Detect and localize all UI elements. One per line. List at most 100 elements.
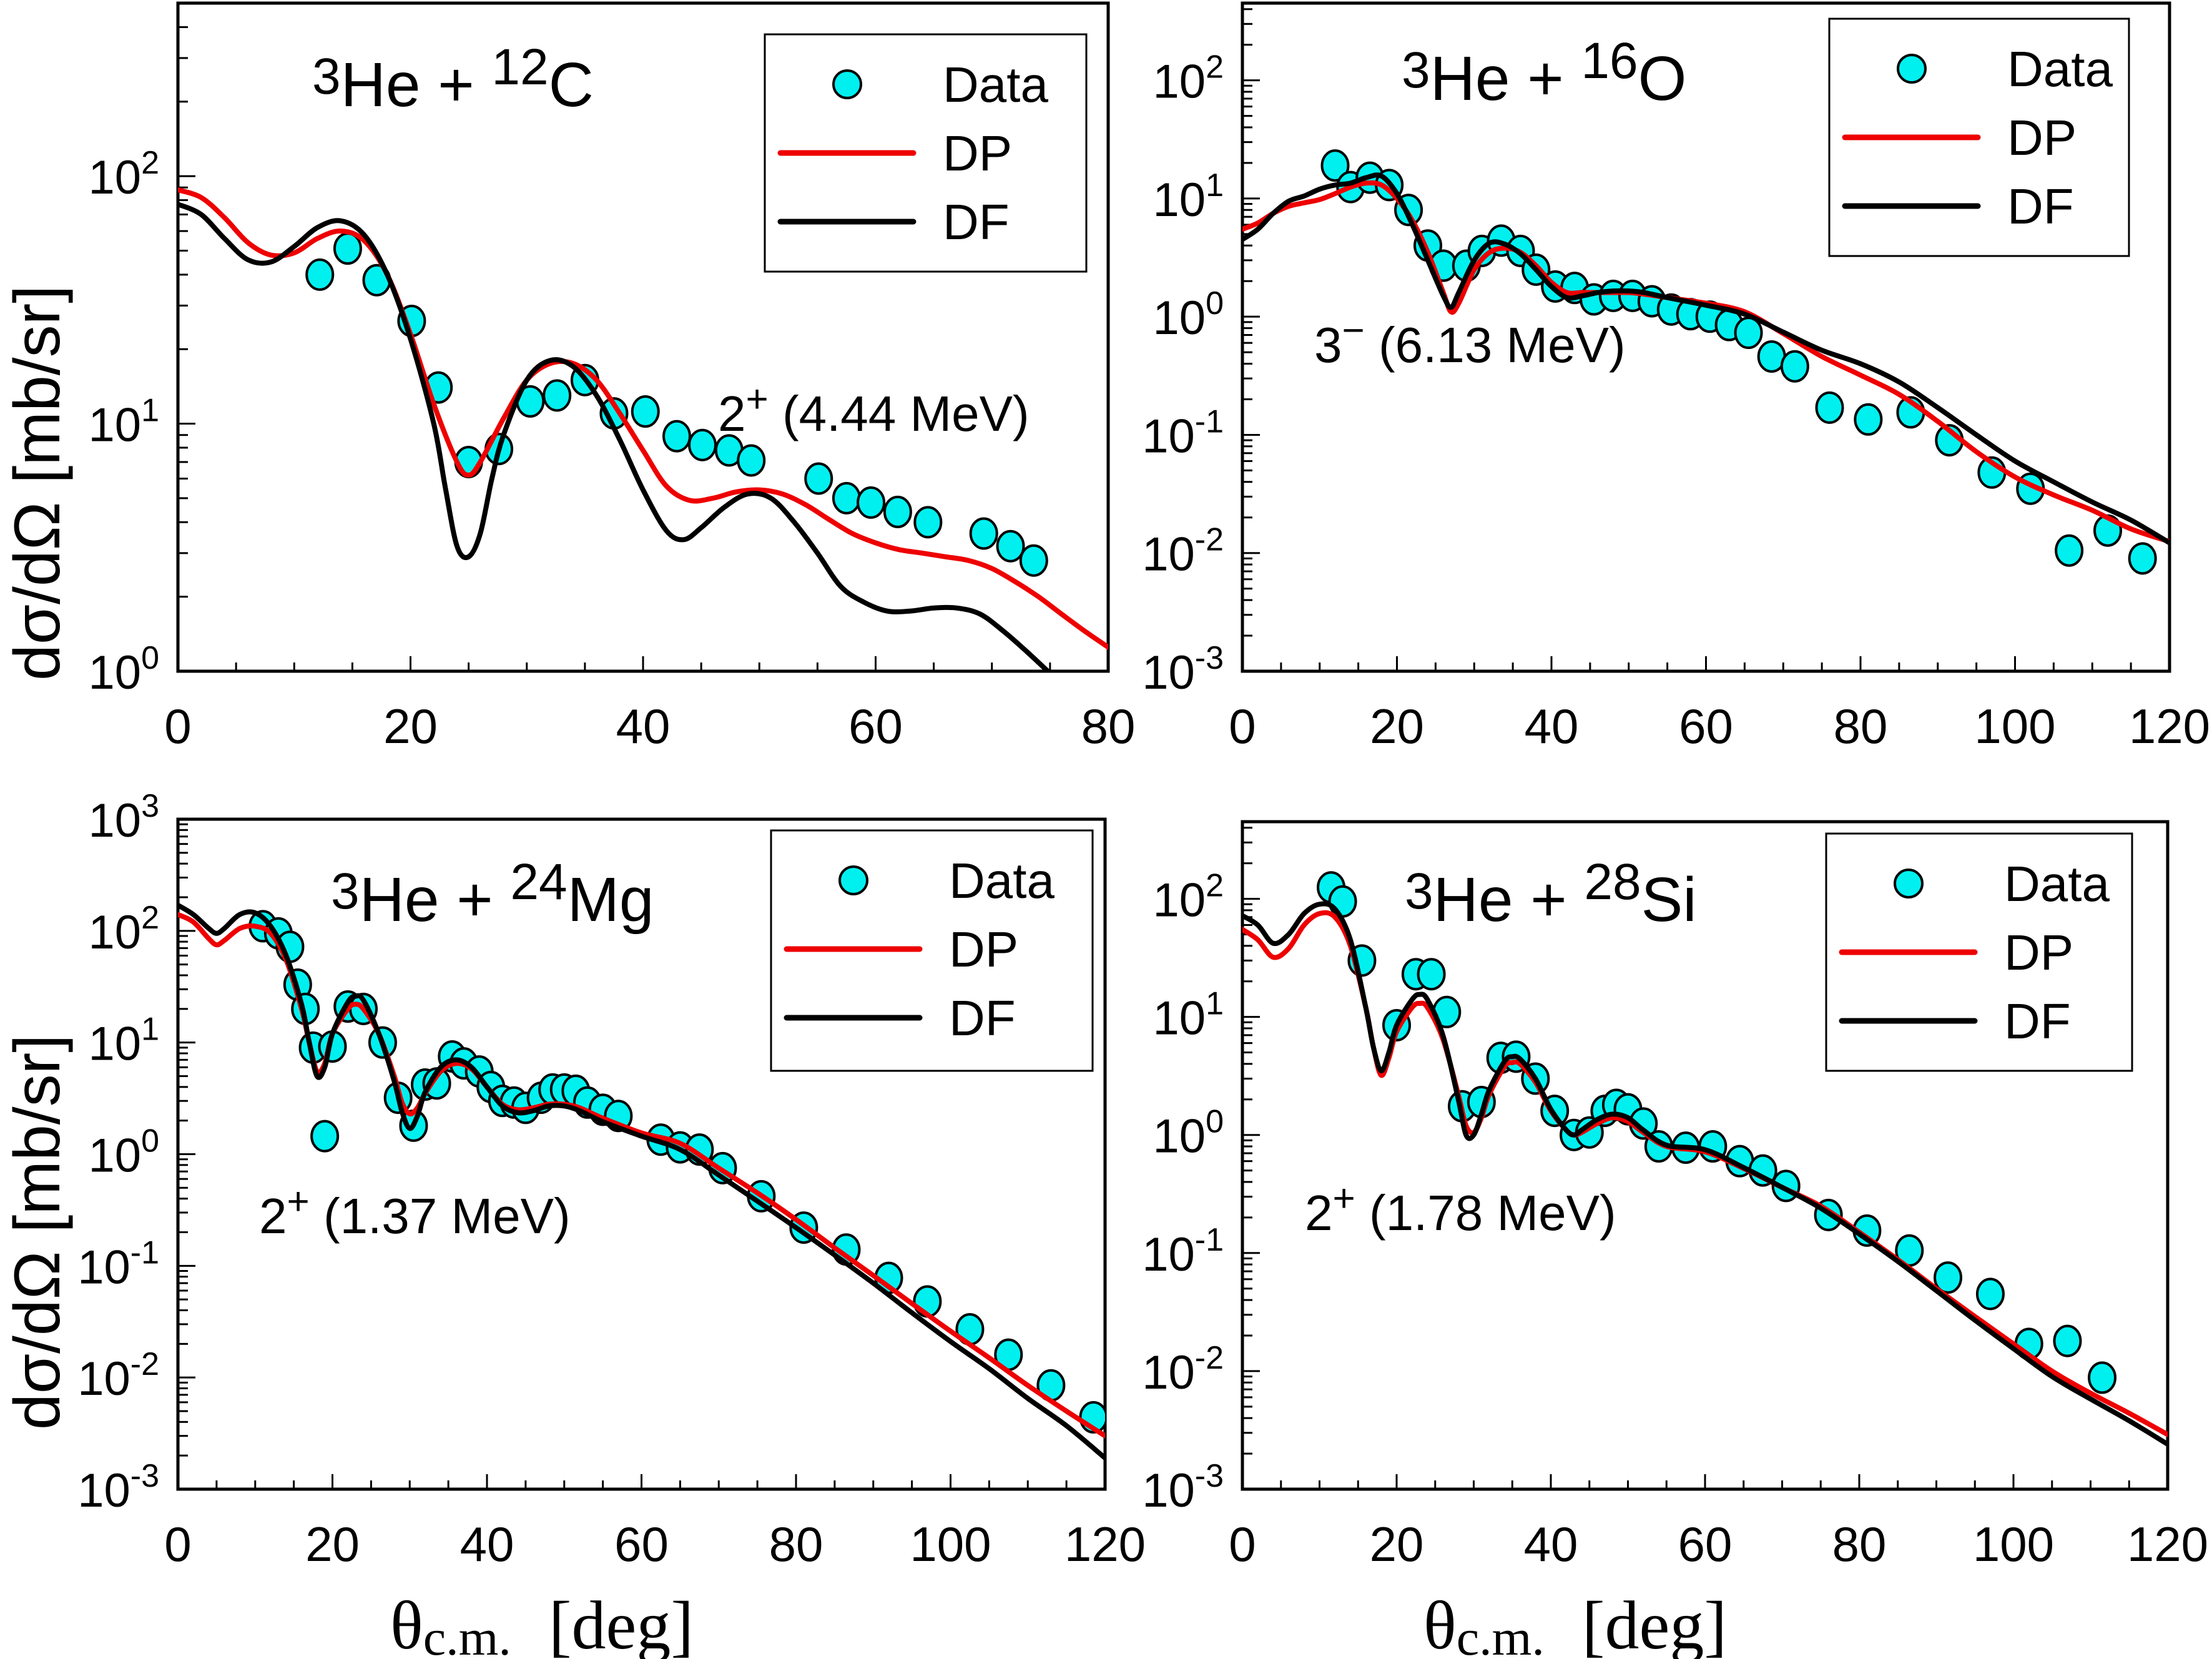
x-tick-label: 120 xyxy=(1064,1517,1146,1572)
data-point xyxy=(2128,542,2157,575)
panel-title: 3He + 12C xyxy=(312,39,594,120)
x-tick-label: 40 xyxy=(1524,1517,1578,1572)
state-annotation: 2+ (4.44 MeV) xyxy=(718,378,1030,441)
legend: Data DP DF xyxy=(770,829,1094,1072)
x-tick-label: 100 xyxy=(910,1517,991,1572)
x-axis-label-right: θc.m. [deg] xyxy=(1423,1587,1727,1659)
y-tick-label: 102 xyxy=(89,145,159,204)
curve-df xyxy=(178,902,1105,1461)
x-tick-label: 80 xyxy=(1832,1517,1887,1572)
y-tick-label: 101 xyxy=(89,393,159,452)
state-annotation: 3− (6.13 MeV) xyxy=(1314,309,1626,373)
x-tick-label: 100 xyxy=(1974,699,2055,754)
y-tick-label: 10-1 xyxy=(1142,403,1224,463)
state-annotation: 2+ (1.37 MeV) xyxy=(259,1180,571,1244)
legend: Data DP DF xyxy=(1825,832,2133,1072)
x-tick-label: 80 xyxy=(1081,699,1136,754)
data-point xyxy=(631,395,660,428)
data-point xyxy=(883,495,912,528)
panels: 0 20 40 60 80 100 101 102 3He + 12C 2+ (4.44 MeV)… xyxy=(77,1,2210,1572)
data-point xyxy=(1854,403,1883,436)
data-point xyxy=(1780,350,1809,383)
data-point xyxy=(1815,391,1844,424)
x-tick-label: 0 xyxy=(1229,699,1256,754)
y-tick-label: 101 xyxy=(1153,167,1224,227)
x-axis-label-left: θc.m. [deg] xyxy=(390,1587,694,1659)
y-tick-label: 100 xyxy=(89,1123,159,1183)
panel-bottom-left: 0 20 40 60 80 100 120 10-3 10-2 10-1 100 101 102 103 3… xyxy=(77,788,1146,1572)
x-tick-label: 40 xyxy=(1525,699,1579,754)
y-tick-label: 101 xyxy=(1153,986,1224,1045)
legend-marker-data xyxy=(1897,54,1927,84)
x-tick-label: 100 xyxy=(1973,1517,2054,1572)
curve-dp xyxy=(178,187,1108,650)
curve-dp xyxy=(1242,180,2170,544)
y-tick-label: 102 xyxy=(1153,868,1224,927)
legend-label: Data xyxy=(943,57,1048,112)
curves xyxy=(178,902,1105,1461)
state-annotation: 2+ (1.78 MeV) xyxy=(1305,1177,1616,1241)
curve-df xyxy=(1242,172,2170,546)
data-point xyxy=(2055,534,2084,567)
y-tick-label: 10-2 xyxy=(1142,522,1224,581)
x-tick-label: 20 xyxy=(1370,699,1424,754)
legend-label: DF xyxy=(949,990,1016,1046)
x-tick-label: 80 xyxy=(1834,699,1888,754)
panel-title: 3He + 16O xyxy=(1402,32,1686,114)
data-point xyxy=(913,506,943,539)
legend-label: Data xyxy=(2004,856,2110,912)
x-tick-label: 60 xyxy=(1678,1517,1733,1572)
legend-label: Data xyxy=(949,853,1054,908)
y-tick-label: 10-1 xyxy=(1142,1222,1224,1281)
x-tick-label: 20 xyxy=(1370,1517,1424,1572)
data-point xyxy=(1417,958,1446,991)
legend-marker-data xyxy=(838,865,868,895)
y-tick-label: 10-2 xyxy=(1142,1340,1224,1399)
data-point xyxy=(2053,1324,2082,1357)
x-tick-label: 60 xyxy=(848,699,903,754)
x-tick-label: 20 xyxy=(383,699,438,754)
y-tick-label: 10-2 xyxy=(77,1346,159,1405)
x-tick-label: 60 xyxy=(1679,699,1733,754)
legend: Data DP DF xyxy=(764,33,1088,273)
y-tick-label: 10-3 xyxy=(1142,1458,1224,1517)
curve-df xyxy=(178,202,1052,671)
x-tick-label: 0 xyxy=(164,699,191,754)
legend-marker-data xyxy=(1894,869,1924,898)
x-tick-label: 80 xyxy=(769,1517,823,1572)
y-tick-label: 101 xyxy=(89,1012,159,1071)
data-point xyxy=(832,481,861,514)
data-point xyxy=(305,258,335,291)
data-point xyxy=(1320,149,1350,182)
x-tick-label: 0 xyxy=(164,1517,191,1572)
curves xyxy=(1242,149,2170,575)
legend-label: DF xyxy=(2004,993,2071,1049)
x-tick-label: 20 xyxy=(305,1517,360,1572)
y-tick-label: 102 xyxy=(89,900,159,959)
curves xyxy=(1242,871,2168,1447)
data-point xyxy=(1328,885,1357,918)
data-point xyxy=(543,379,572,412)
x-tick-label: 40 xyxy=(616,699,671,754)
y-tick-label: 100 xyxy=(1153,1104,1224,1163)
legend-label: Data xyxy=(2007,41,2113,97)
y-tick-label: 100 xyxy=(1153,285,1224,345)
x-tick-label: 120 xyxy=(2127,1517,2208,1572)
legend-label: DF xyxy=(943,194,1010,250)
y-tick-label: 10-1 xyxy=(77,1234,159,1294)
data-point xyxy=(2088,1361,2117,1394)
x-tick-label: 120 xyxy=(2129,699,2210,754)
curve-df xyxy=(1242,901,2168,1447)
curves xyxy=(178,187,1108,671)
y-tick-label: 102 xyxy=(1153,49,1224,109)
legend-label: DF xyxy=(2007,179,2074,234)
data-point xyxy=(857,486,886,519)
panel-top-left: 0 20 40 60 80 100 101 102 3He + 12C 2+ (4.44 MeV)… xyxy=(89,1,1136,754)
data-point xyxy=(1975,1277,2005,1311)
data-point xyxy=(1019,544,1048,577)
panel-bottom-right: 0 20 40 60 80 100 120 10-3 10-2 10-1 100 101 102 3He … xyxy=(1142,820,2208,1572)
y-tick-label: 103 xyxy=(89,788,159,847)
panel-title: 3He + 24Mg xyxy=(331,854,654,935)
legend-marker-data xyxy=(832,69,862,99)
